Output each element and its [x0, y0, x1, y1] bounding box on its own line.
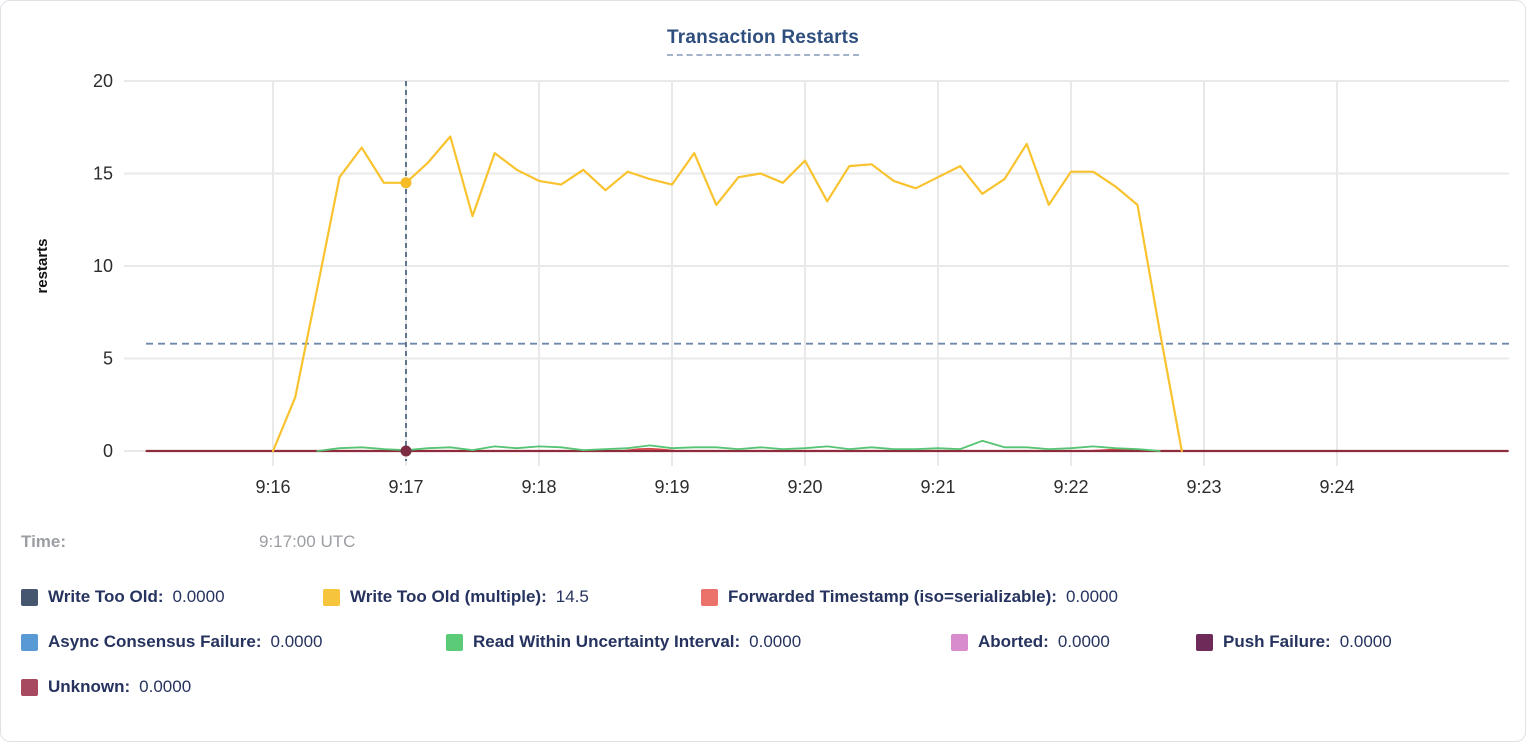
x-tick-label: 9:18 — [521, 477, 556, 497]
legend-label: Write Too Old: — [48, 587, 164, 606]
legend-item-aborted: Aborted: 0.0000 — [951, 632, 1196, 652]
legend-swatch — [1196, 633, 1213, 651]
legend-label: Unknown: — [48, 677, 131, 696]
transaction-restarts-chart[interactable]: 0 5 10 15 20 9:16 9:17 9:18 9:19 9:20 9:21 9:22 9:23… — [1, 1, 1526, 513]
legend-swatch — [21, 633, 38, 651]
y-axis-label: restarts — [34, 238, 51, 293]
x-tick-label: 9:23 — [1186, 477, 1221, 497]
legend-row: Write Too Old: 0.0000 Write Too Old (multi… — [21, 587, 1118, 607]
legend-value: 0.0000 — [1339, 632, 1392, 651]
chart-title-wrap: Transaction Restarts — [1, 27, 1525, 56]
legend-label: Forwarded Timestamp (iso=serializable): — [728, 587, 1057, 606]
legend-value: 0.0000 — [1065, 587, 1118, 606]
x-tick-label: 9:19 — [654, 477, 689, 497]
legend-label: Push Failure: — [1223, 632, 1331, 651]
x-tick-label: 9:16 — [255, 477, 290, 497]
hover-dot — [400, 177, 412, 189]
time-label: Time: — [21, 532, 67, 551]
legend-value: 0.0000 — [172, 587, 225, 606]
x-tick-label: 9:24 — [1319, 477, 1354, 497]
legend-item-forwarded-timestamp-iso-serializable: Forwarded Timestamp (iso=serializable): 0… — [701, 587, 1118, 607]
legend-item-async-consensus-failure: Async Consensus Failure: 0.0000 — [21, 632, 446, 652]
legend-item-read-within-uncertainty-interval: Read Within Uncertainty Interval: 0.0000 — [446, 632, 951, 652]
y-tick-label: 0 — [103, 441, 113, 461]
legend-item-unknown: Unknown: 0.0000 — [21, 677, 191, 697]
x-tick-label: 9:21 — [920, 477, 955, 497]
legend-swatch — [446, 633, 463, 651]
series-line-read-within-uncertainty-interval — [316, 439, 1161, 452]
y-tick-label: 5 — [103, 349, 113, 369]
legend-value: 14.5 — [555, 587, 589, 606]
legend-item-push-failure: Push Failure: 0.0000 — [1196, 632, 1392, 652]
legend-label: Read Within Uncertainty Interval: — [473, 632, 741, 651]
legend-swatch — [951, 633, 968, 651]
legend-swatch — [323, 588, 340, 606]
series-line-write-too-old-multiple — [271, 135, 1183, 453]
time-value: 9:17:00 UTC — [259, 532, 356, 551]
legend-row: Unknown: 0.0000 — [21, 677, 191, 697]
legend-value: 0.0000 — [270, 632, 323, 651]
legend-swatch — [701, 588, 718, 606]
legend-row: Async Consensus Failure: 0.0000 Read Withi… — [21, 632, 1392, 652]
hover-dot — [400, 445, 412, 457]
y-tick-label: 15 — [93, 164, 113, 184]
legend-value: 0.0000 — [749, 632, 802, 651]
y-tick-label: 20 — [93, 71, 113, 91]
legend-label: Aborted: — [978, 632, 1049, 651]
legend-swatch — [21, 588, 38, 606]
legend-label: Write Too Old (multiple): — [350, 587, 547, 606]
legend-item-write-too-old-multiple: Write Too Old (multiple): 14.5 — [323, 587, 701, 607]
chart-title[interactable]: Transaction Restarts — [667, 27, 859, 56]
hover-time-row: Time: 9:17:00 UTC — [21, 532, 355, 552]
legend-swatch — [21, 678, 38, 696]
legend-value: 0.0000 — [1057, 632, 1110, 651]
y-tick-label: 10 — [93, 256, 113, 276]
x-tick-label: 9:20 — [787, 477, 822, 497]
x-tick-label: 9:22 — [1053, 477, 1088, 497]
legend-label: Async Consensus Failure: — [48, 632, 262, 651]
x-tick-label: 9:17 — [388, 477, 423, 497]
legend-value: 0.0000 — [139, 677, 192, 696]
legend-item-write-too-old: Write Too Old: 0.0000 — [21, 587, 323, 607]
